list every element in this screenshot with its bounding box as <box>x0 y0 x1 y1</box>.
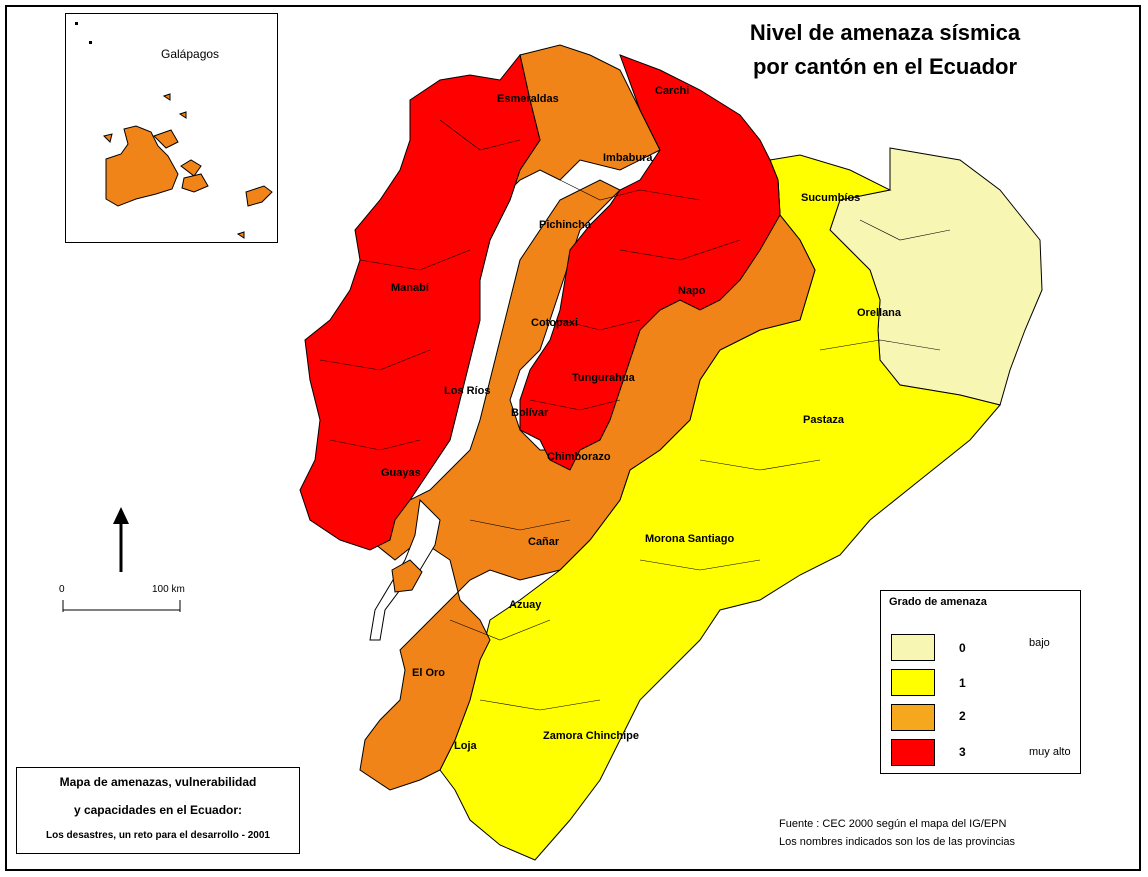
province-label-bolivar: Bolívar <box>511 407 549 419</box>
province-label-carchi: Carchi <box>655 85 690 97</box>
galapagos-inset: Galápagos <box>65 13 278 243</box>
legend-low-label: bajo <box>1029 637 1050 649</box>
credit-line-1: Mapa de amenazas, vulnerabilidad <box>59 775 257 789</box>
province-label-chimborazo: Chimborazo <box>547 451 611 463</box>
legend-swatch-0 <box>891 634 935 661</box>
scale-label-distance: 100 km <box>152 584 185 595</box>
legend-grade-1: 1 <box>959 676 966 690</box>
province-label-imbabura: Imbabura <box>603 152 653 164</box>
province-label-el-oro: El Oro <box>412 667 446 679</box>
region-grade-3-coast <box>299 53 541 551</box>
canton-borders <box>319 119 951 711</box>
legend-high-label: muy alto <box>1029 746 1071 758</box>
map-frame <box>5 5 1141 871</box>
source-line-1: Fuente : CEC 2000 según el mapa del IG/E… <box>779 818 1007 830</box>
province-label-pichincha: Pichincha <box>539 219 591 231</box>
map-title: Nivel de amenaza sísmica por cantón en e… <box>700 16 1070 84</box>
province-label-pastaza: Pastaza <box>803 414 844 426</box>
scale-label-zero: 0 <box>59 584 65 595</box>
province-label-sucumbios: Sucumbíos <box>801 192 861 204</box>
province-label-orellana: Orellana <box>857 307 902 319</box>
legend-swatch-2 <box>891 704 935 731</box>
galapagos-label: Galápagos <box>161 47 220 61</box>
credit-line-2: y capacidades en el Ecuador: <box>73 803 243 817</box>
legend: Grado de amenaza 0 1 2 3 bajo muy alto <box>880 590 1081 774</box>
scale-bar <box>62 600 181 612</box>
legend-title: Grado de amenaza <box>889 596 987 608</box>
province-label-manabi: Manabí <box>391 282 429 294</box>
credit-line-3: Los desastres, un reto para el desarroll… <box>46 830 270 841</box>
title-line-1: Nivel de amenaza sísmica <box>749 20 1021 45</box>
province-label-esmeraldas: Esmeraldas <box>497 93 559 105</box>
north-arrow-icon <box>113 507 129 572</box>
province-label-napo: Napo <box>678 285 706 297</box>
region-grade-3-andes <box>519 54 781 471</box>
puna-island <box>391 559 423 593</box>
province-label-canar: Cañar <box>528 536 560 548</box>
province-label-zamora-chinchipe: Zamora Chinchipe <box>543 730 639 742</box>
legend-swatch-3 <box>891 739 935 766</box>
credit-box: Mapa de amenazas, vulnerabilidad y capac… <box>16 767 300 854</box>
province-label-loja: Loja <box>454 740 477 752</box>
province-label-morona-santiago: Morona Santiago <box>645 533 735 545</box>
source-line-2: Los nombres indicados son los de las pro… <box>779 836 1016 848</box>
legend-grade-3: 3 <box>959 745 966 759</box>
legend-swatch-1 <box>891 669 935 696</box>
title-line-2: por cantón en el Ecuador <box>752 54 1018 79</box>
province-label-cotopaxi: Cotopaxi <box>531 317 579 329</box>
province-label-tungurahua: Tungurahua <box>572 372 635 384</box>
province-label-azuay: Azuay <box>509 599 542 611</box>
legend-grade-0: 0 <box>959 641 966 655</box>
galapagos-islands <box>75 22 273 239</box>
legend-grade-2: 2 <box>959 709 966 723</box>
province-label-los-rios: Los Ríos <box>444 385 491 397</box>
province-label-guayas: Guayas <box>381 467 421 479</box>
